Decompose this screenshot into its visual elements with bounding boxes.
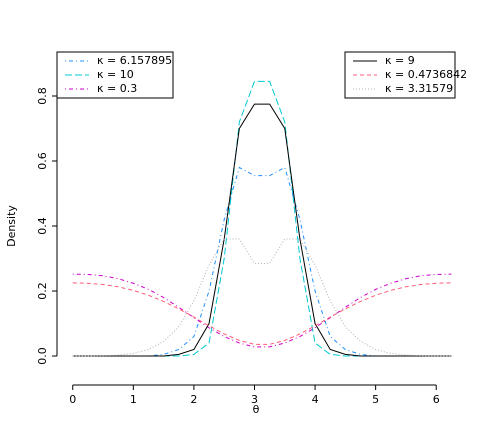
- x-tick-label: 1: [130, 393, 137, 406]
- x-axis-label: θ: [253, 403, 260, 416]
- x-tick-label: 4: [312, 393, 319, 406]
- x-tick-label: 0: [69, 393, 76, 406]
- y-tick-label: 0.8: [36, 87, 49, 105]
- y-axis-label: Density: [5, 205, 18, 247]
- series-line: [72, 103, 452, 357]
- series-line: [72, 238, 452, 357]
- series-line: [72, 282, 452, 345]
- series-line: [72, 273, 452, 348]
- legend-label: κ = 9: [385, 54, 415, 67]
- legend-label: κ = 6.157895: [97, 54, 172, 67]
- y-tick-label: 0.0: [36, 347, 49, 365]
- y-tick-label: 0.4: [36, 217, 49, 235]
- legend-label: κ = 3.31579: [385, 82, 453, 95]
- legend-label: κ = 0.3: [97, 82, 137, 95]
- y-tick-label: 0.2: [36, 282, 49, 300]
- legend-label: κ = 0.4736842: [385, 68, 467, 81]
- series-line: [72, 166, 452, 357]
- x-tick-label: 5: [372, 393, 379, 406]
- x-tick-label: 3: [251, 393, 258, 406]
- x-tick-label: 6: [433, 393, 440, 406]
- y-tick-label: 0.6: [36, 152, 49, 170]
- legend-label: κ = 10: [97, 68, 134, 81]
- x-tick-label: 2: [190, 393, 197, 406]
- series-line: [72, 80, 452, 357]
